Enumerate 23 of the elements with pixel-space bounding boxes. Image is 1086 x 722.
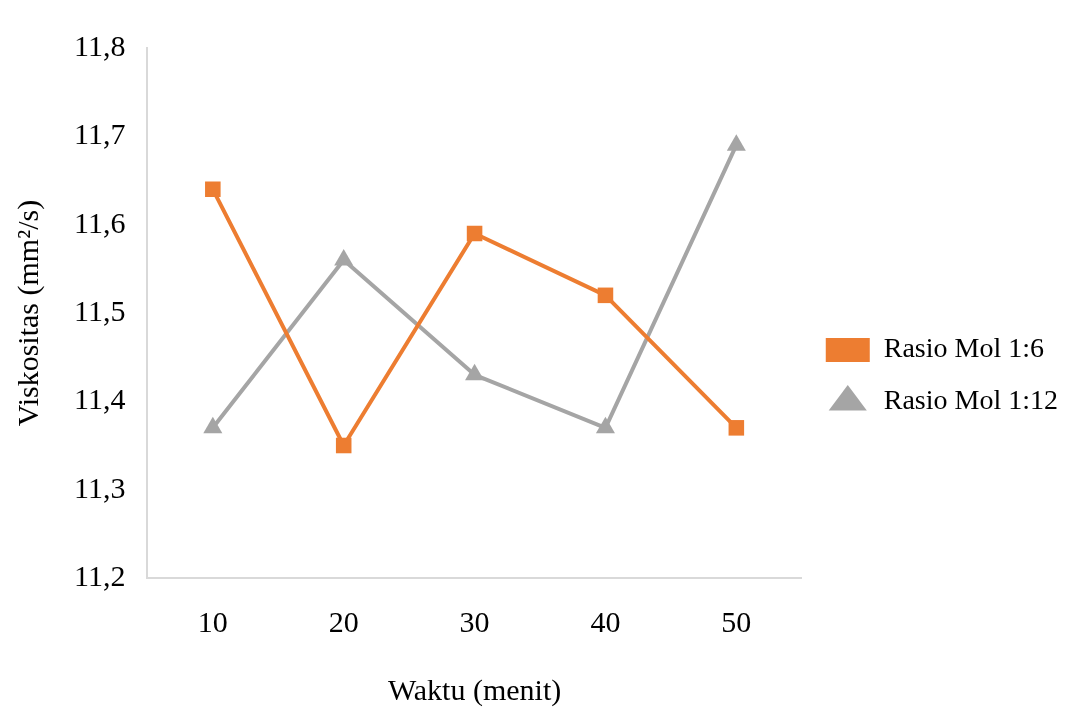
x-axis-title: Waktu (menit) (387, 672, 562, 707)
x-tick-label: 40 (590, 604, 621, 638)
y-tick-label: 11,4 (74, 382, 126, 416)
point (597, 287, 614, 304)
x-tick-label: 20 (328, 604, 359, 638)
y-tick-label: 11,3 (74, 470, 126, 504)
y-tick-label: 11,8 (74, 28, 126, 62)
y-tick-label: 11,6 (74, 205, 126, 239)
point (334, 249, 354, 266)
x-tick-label: 50 (721, 604, 752, 638)
y-tick-label: 11,7 (74, 117, 126, 151)
point (465, 363, 485, 381)
y-tick-label: 11,2 (74, 558, 126, 592)
point (203, 416, 223, 434)
y-tick-label: 11,5 (74, 293, 126, 327)
legend-label: Rasio Mol 1:6 (883, 332, 1044, 364)
point (466, 225, 483, 242)
y-axis-title: Viskositas (mm²/s) (10, 199, 45, 427)
point (595, 416, 615, 434)
legend-label: Rasio Mol 1:12 (883, 384, 1058, 416)
point (205, 181, 221, 198)
x-tick-label: 10 (197, 604, 228, 638)
x-tick-label: 30 (459, 604, 490, 638)
